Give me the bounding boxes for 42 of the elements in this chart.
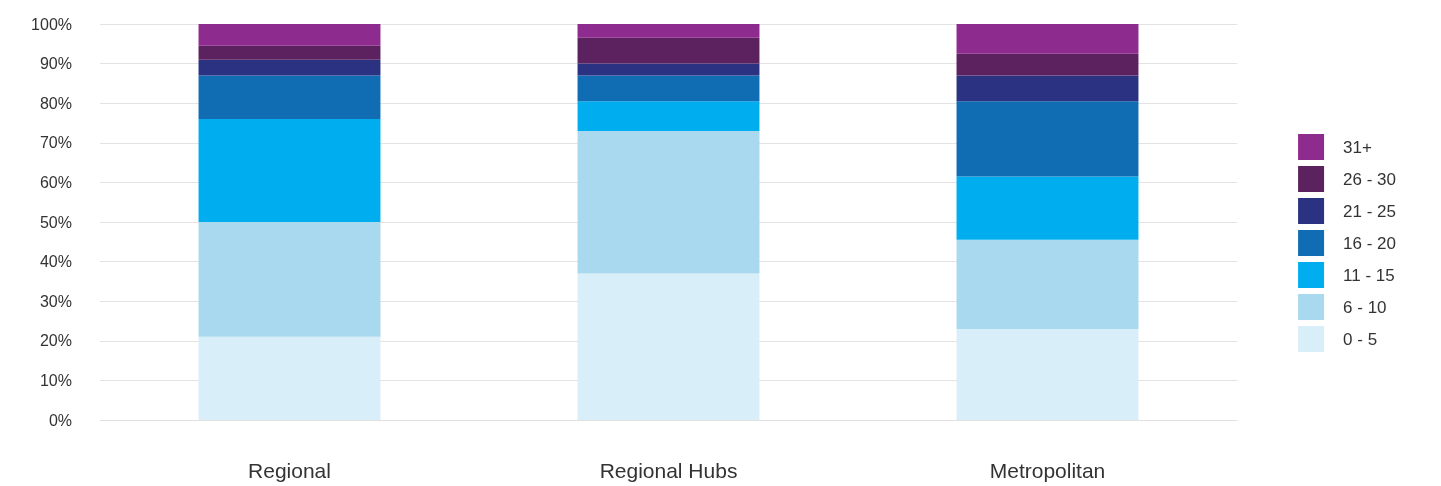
bar xyxy=(198,24,381,46)
y-tick-label: 70% xyxy=(39,134,72,152)
y-tick-label: 0% xyxy=(48,411,72,429)
bar xyxy=(577,24,760,38)
bar xyxy=(956,101,1139,177)
bar xyxy=(956,328,1139,420)
bar xyxy=(956,176,1139,240)
legend-label: 31+ xyxy=(1343,137,1372,157)
y-tick-label: 80% xyxy=(39,94,72,112)
bar xyxy=(956,239,1139,329)
bar xyxy=(198,222,381,337)
y-tick-label: 50% xyxy=(39,213,72,231)
bar xyxy=(198,45,381,60)
y-tick-label: 40% xyxy=(39,253,72,271)
bar xyxy=(956,53,1139,76)
bar xyxy=(577,130,760,274)
legend-label: 11 - 15 xyxy=(1343,265,1395,285)
bar xyxy=(198,336,381,420)
x-tick-label: Metropolitan xyxy=(989,459,1106,482)
legend-label: 6 - 10 xyxy=(1343,297,1387,317)
bar xyxy=(956,24,1139,54)
y-tick-label: 10% xyxy=(39,371,72,389)
x-tick-label: Regional xyxy=(248,459,331,482)
bar xyxy=(577,101,760,131)
bar xyxy=(198,59,381,76)
y-tick-label: 20% xyxy=(39,332,72,350)
bar xyxy=(956,75,1139,102)
x-tick-label: Regional Hubs xyxy=(599,459,738,482)
bar xyxy=(577,273,760,420)
legend-label: 16 - 20 xyxy=(1343,233,1397,253)
legend-label: 26 - 30 xyxy=(1343,169,1397,189)
bar xyxy=(577,75,760,102)
bar xyxy=(198,119,381,222)
bar xyxy=(198,75,381,120)
y-tick-label: 100% xyxy=(31,15,72,33)
bar xyxy=(577,63,760,76)
legend-label: 21 - 25 xyxy=(1343,201,1397,221)
legend-label: 0 - 5 xyxy=(1343,329,1378,349)
y-tick-label: 90% xyxy=(39,55,72,73)
y-tick-label: 30% xyxy=(39,292,72,310)
bar xyxy=(577,37,760,64)
y-tick-label: 60% xyxy=(39,173,72,191)
